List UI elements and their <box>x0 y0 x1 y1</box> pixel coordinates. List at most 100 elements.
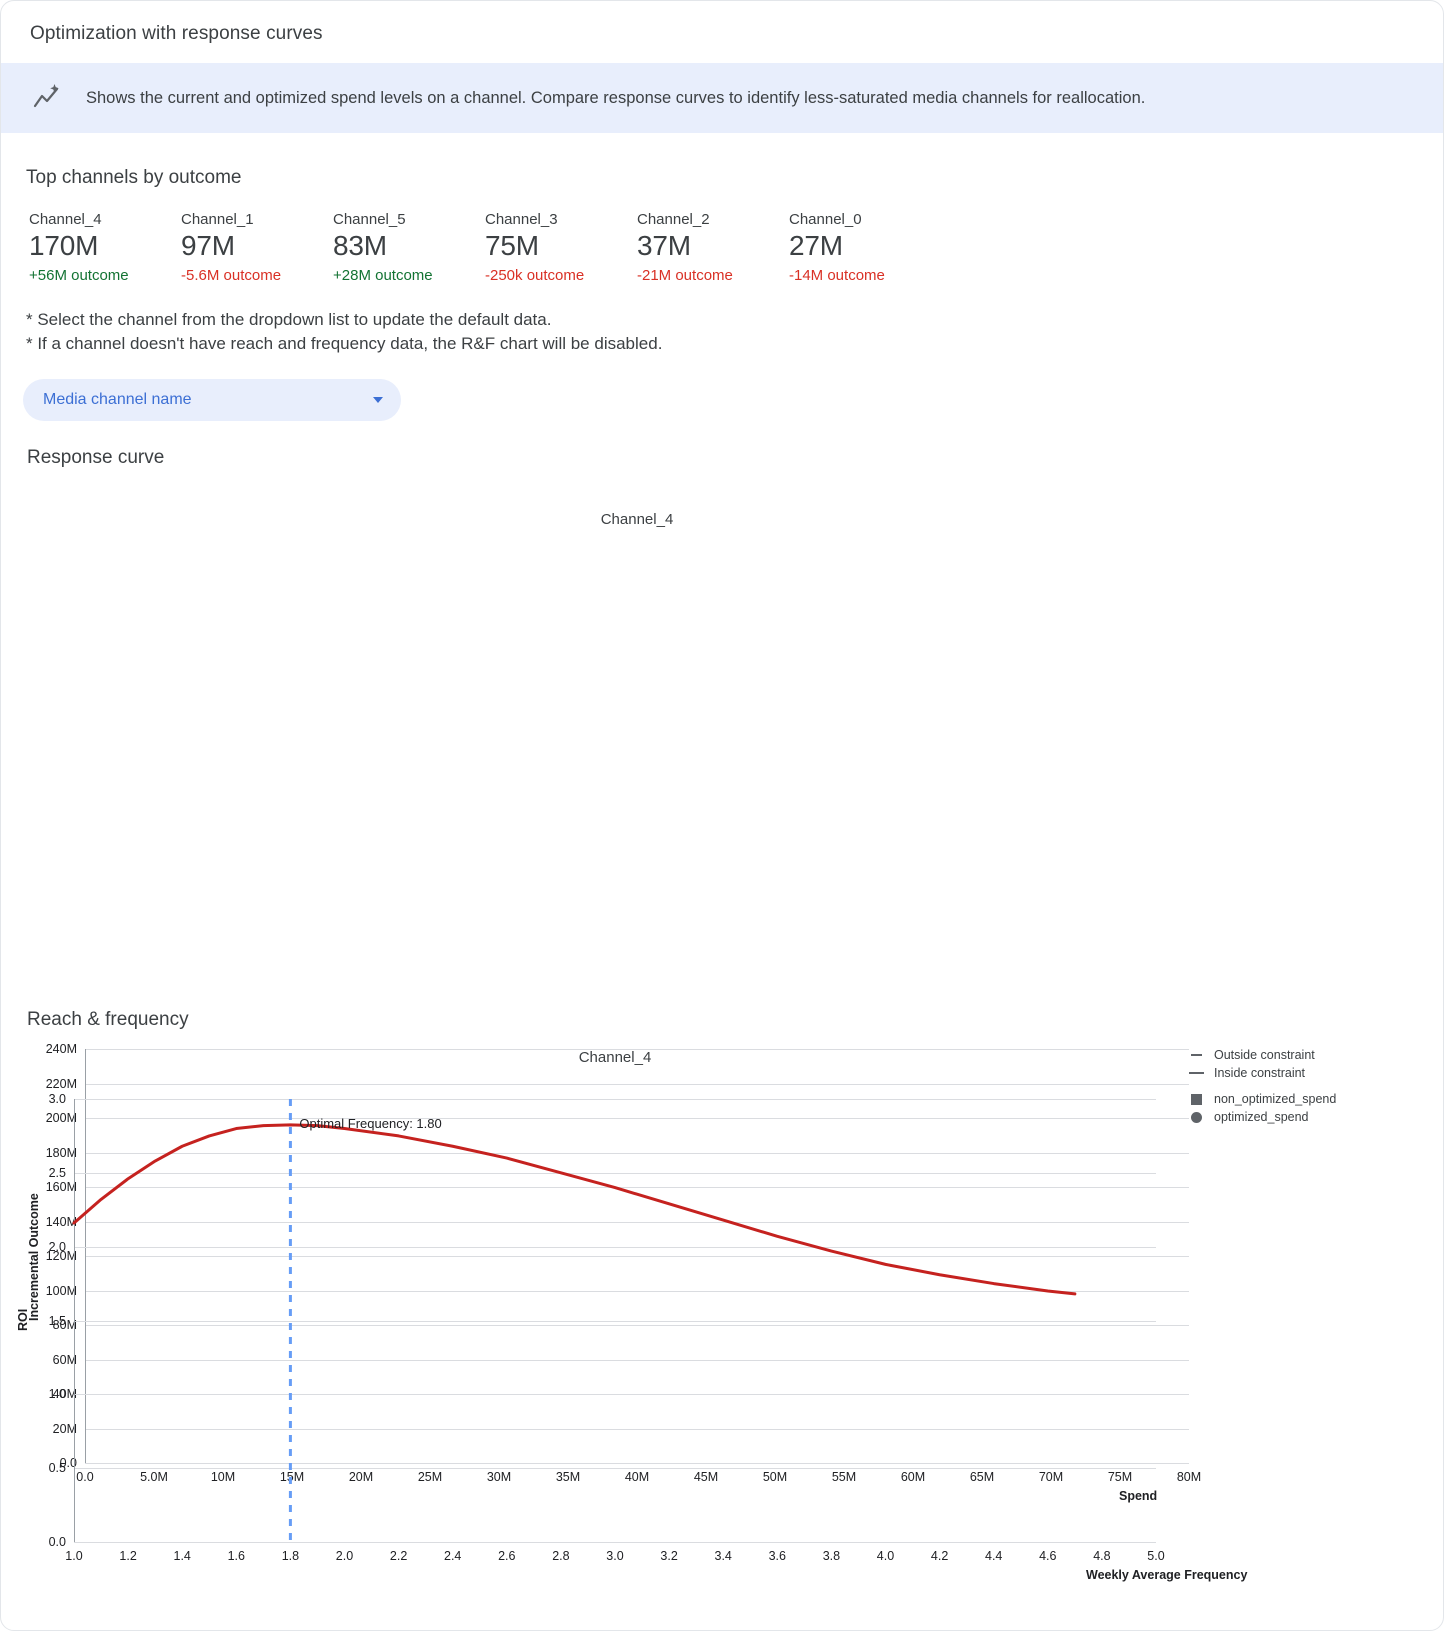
legend-item: Inside constraint <box>1187 1064 1336 1082</box>
x-axis-tick-label: 25M <box>417 1470 443 1484</box>
x-axis-tick-label: 4.8 <box>1093 1549 1111 1563</box>
square-marker-icon <box>1187 1093 1205 1105</box>
y-axis-tick-label: 240M <box>45 1042 77 1056</box>
stat-outcome-value: 170M <box>29 230 99 261</box>
x-axis-tick-label: 3.6 <box>768 1549 786 1563</box>
x-axis-tick-label: 55M <box>831 1470 857 1484</box>
x-axis-tick-label: 2.2 <box>389 1549 408 1563</box>
x-axis-tick-label: 50M <box>762 1470 788 1484</box>
y-axis-tick-label: 60M <box>52 1352 77 1367</box>
y-axis-tick-label: 2.5 <box>48 1165 66 1180</box>
stat-delta: +28M outcome <box>333 266 433 284</box>
reach-frequency-chart: Channel_4 0.0 0.5 1.0 1.5 2.0 2.5 3.0 1.0 1.2 1.4 1… <box>1 1044 1443 1604</box>
stat-card: Channel_3 75M -250k outcome <box>485 211 637 284</box>
stat-delta: -21M outcome <box>637 266 733 284</box>
y-axis-tick-label: 120M <box>45 1249 77 1263</box>
gridline <box>85 1083 1189 1085</box>
y-axis-tick-label: 200M <box>45 1111 77 1125</box>
dropdown-label: Media channel name <box>43 390 192 408</box>
gridline <box>85 1359 1189 1361</box>
x-axis-tick-label: 2.4 <box>443 1549 462 1563</box>
stat-card: Channel_4 170M +56M outcome <box>29 211 181 284</box>
chevron-down-icon <box>373 396 383 403</box>
x-axis-tick-label: 2.8 <box>552 1549 570 1563</box>
solid-line-icon <box>1187 1072 1205 1074</box>
response-curve-heading: Response curve <box>27 446 165 468</box>
y-axis-tick-label: 0.0 <box>48 1535 66 1549</box>
x-axis-tick-label: 35M <box>555 1470 581 1484</box>
x-axis-tick-label: 4.2 <box>930 1549 949 1563</box>
chart-title: Channel_4 <box>578 1049 652 1066</box>
y-axis-tick-label: 160M <box>45 1180 77 1194</box>
x-axis-tick-label: 1.6 <box>227 1549 245 1563</box>
page-title: Optimization with response curves <box>30 23 323 44</box>
gridline <box>74 1320 1156 1322</box>
legend-label: Outside constraint <box>1214 1048 1315 1062</box>
y-axis-tick-label: 1.0 <box>48 1387 66 1402</box>
stat-channel-name: Channel_2 <box>637 211 710 228</box>
y-axis-tick-label: 220M <box>45 1076 77 1091</box>
chart-plot-area <box>1 504 1444 994</box>
x-axis-tick-label: 70M <box>1038 1470 1064 1484</box>
chart-legend: Outside constraint Inside constraint non_o… <box>1187 1046 1336 1126</box>
x-axis-tick-label: 2.6 <box>498 1549 516 1563</box>
x-axis-tick-label: 0.0 <box>76 1470 94 1484</box>
note-line: * If a channel doesn't have reach and fr… <box>26 334 663 354</box>
x-axis-tick-label: 2.0 <box>335 1549 354 1563</box>
x-axis-tick-label: 10M <box>210 1470 236 1484</box>
y-axis-tick-label: 20M <box>52 1421 77 1436</box>
x-axis-tick-label: 4.6 <box>1039 1549 1057 1563</box>
x-axis-tick-label: 15M <box>279 1470 305 1484</box>
circle-marker-icon <box>1187 1111 1205 1123</box>
chart-plot-area <box>72 1099 1077 1542</box>
legend-item: Outside constraint <box>1187 1046 1336 1064</box>
y-axis-tick-label: 40M <box>52 1387 77 1401</box>
chart-annotation: Optimal Frequency: 1.80 <box>299 1116 442 1132</box>
y-axis-line <box>74 1099 75 1542</box>
gridline <box>74 1246 1156 1248</box>
x-axis-tick-label: 75M <box>1107 1470 1133 1484</box>
stat-card: Channel_1 97M -5.6M outcome <box>181 211 333 284</box>
chart-title: Channel_4 <box>600 511 674 528</box>
info-banner: Shows the current and optimized spend le… <box>1 63 1443 133</box>
legend-label: Inside constraint <box>1214 1066 1306 1080</box>
x-axis-tick-label: 1.4 <box>173 1549 191 1563</box>
stat-channel-name: Channel_3 <box>485 211 558 228</box>
x-axis-tick-label: 4.0 <box>876 1549 895 1563</box>
x-axis-label: Weekly Average Frequency <box>1086 1568 1248 1582</box>
y-axis-tick-label: 0.5 <box>48 1461 66 1476</box>
x-axis-tick-label: 60M <box>900 1470 926 1484</box>
stat-outcome-value: 75M <box>485 230 539 261</box>
response-curve-chart: Channel_4 0.0 20M 40M 60M 80M 100M 120M 140M 160M… <box>1 504 1444 1503</box>
media-channel-name-dropdown[interactable]: Media channel name <box>23 378 401 421</box>
y-axis-tick-label: 2.0 <box>48 1239 66 1254</box>
y-axis-tick-label: 80M <box>52 1318 77 1332</box>
stat-channel-name: Channel_0 <box>789 211 862 228</box>
stat-card: Channel_0 27M -14M outcome <box>789 211 941 284</box>
stat-outcome-value: 97M <box>181 230 235 261</box>
x-axis-tick-label: 3.2 <box>660 1549 678 1563</box>
notes-block: * Select the channel from the dropdown l… <box>1 284 1443 357</box>
stat-delta: -5.6M outcome <box>181 266 282 284</box>
x-axis-tick-label: 3.8 <box>822 1549 841 1563</box>
gridline <box>74 1099 1156 1100</box>
gridline <box>74 1394 1156 1396</box>
x-axis-tick-label: 1.0 <box>65 1549 83 1563</box>
top-channels-heading: Top channels by outcome <box>26 167 242 188</box>
trending-up-sparkle-icon <box>30 81 64 115</box>
stat-channel-name: Channel_4 <box>29 211 102 228</box>
y-axis-tick-label: 3.0 <box>48 1092 66 1106</box>
stat-delta: +56M outcome <box>29 266 129 284</box>
dashed-line-icon <box>1187 1054 1205 1056</box>
stat-outcome-value: 27M <box>789 230 843 261</box>
gridline <box>85 1463 1189 1464</box>
gridline <box>85 1325 1189 1326</box>
x-axis-tick-label: 40M <box>624 1470 650 1484</box>
note-line: * Select the channel from the dropdown l… <box>26 309 552 329</box>
gridline <box>74 1542 1156 1543</box>
stat-outcome-value: 83M <box>333 230 387 261</box>
y-axis-tick-label: 180M <box>45 1145 77 1160</box>
y-axis-tick-label: 1.5 <box>48 1313 66 1328</box>
top-channels-stats: Channel_4 170M +56M outcome Channel_1 97… <box>1 189 1443 284</box>
